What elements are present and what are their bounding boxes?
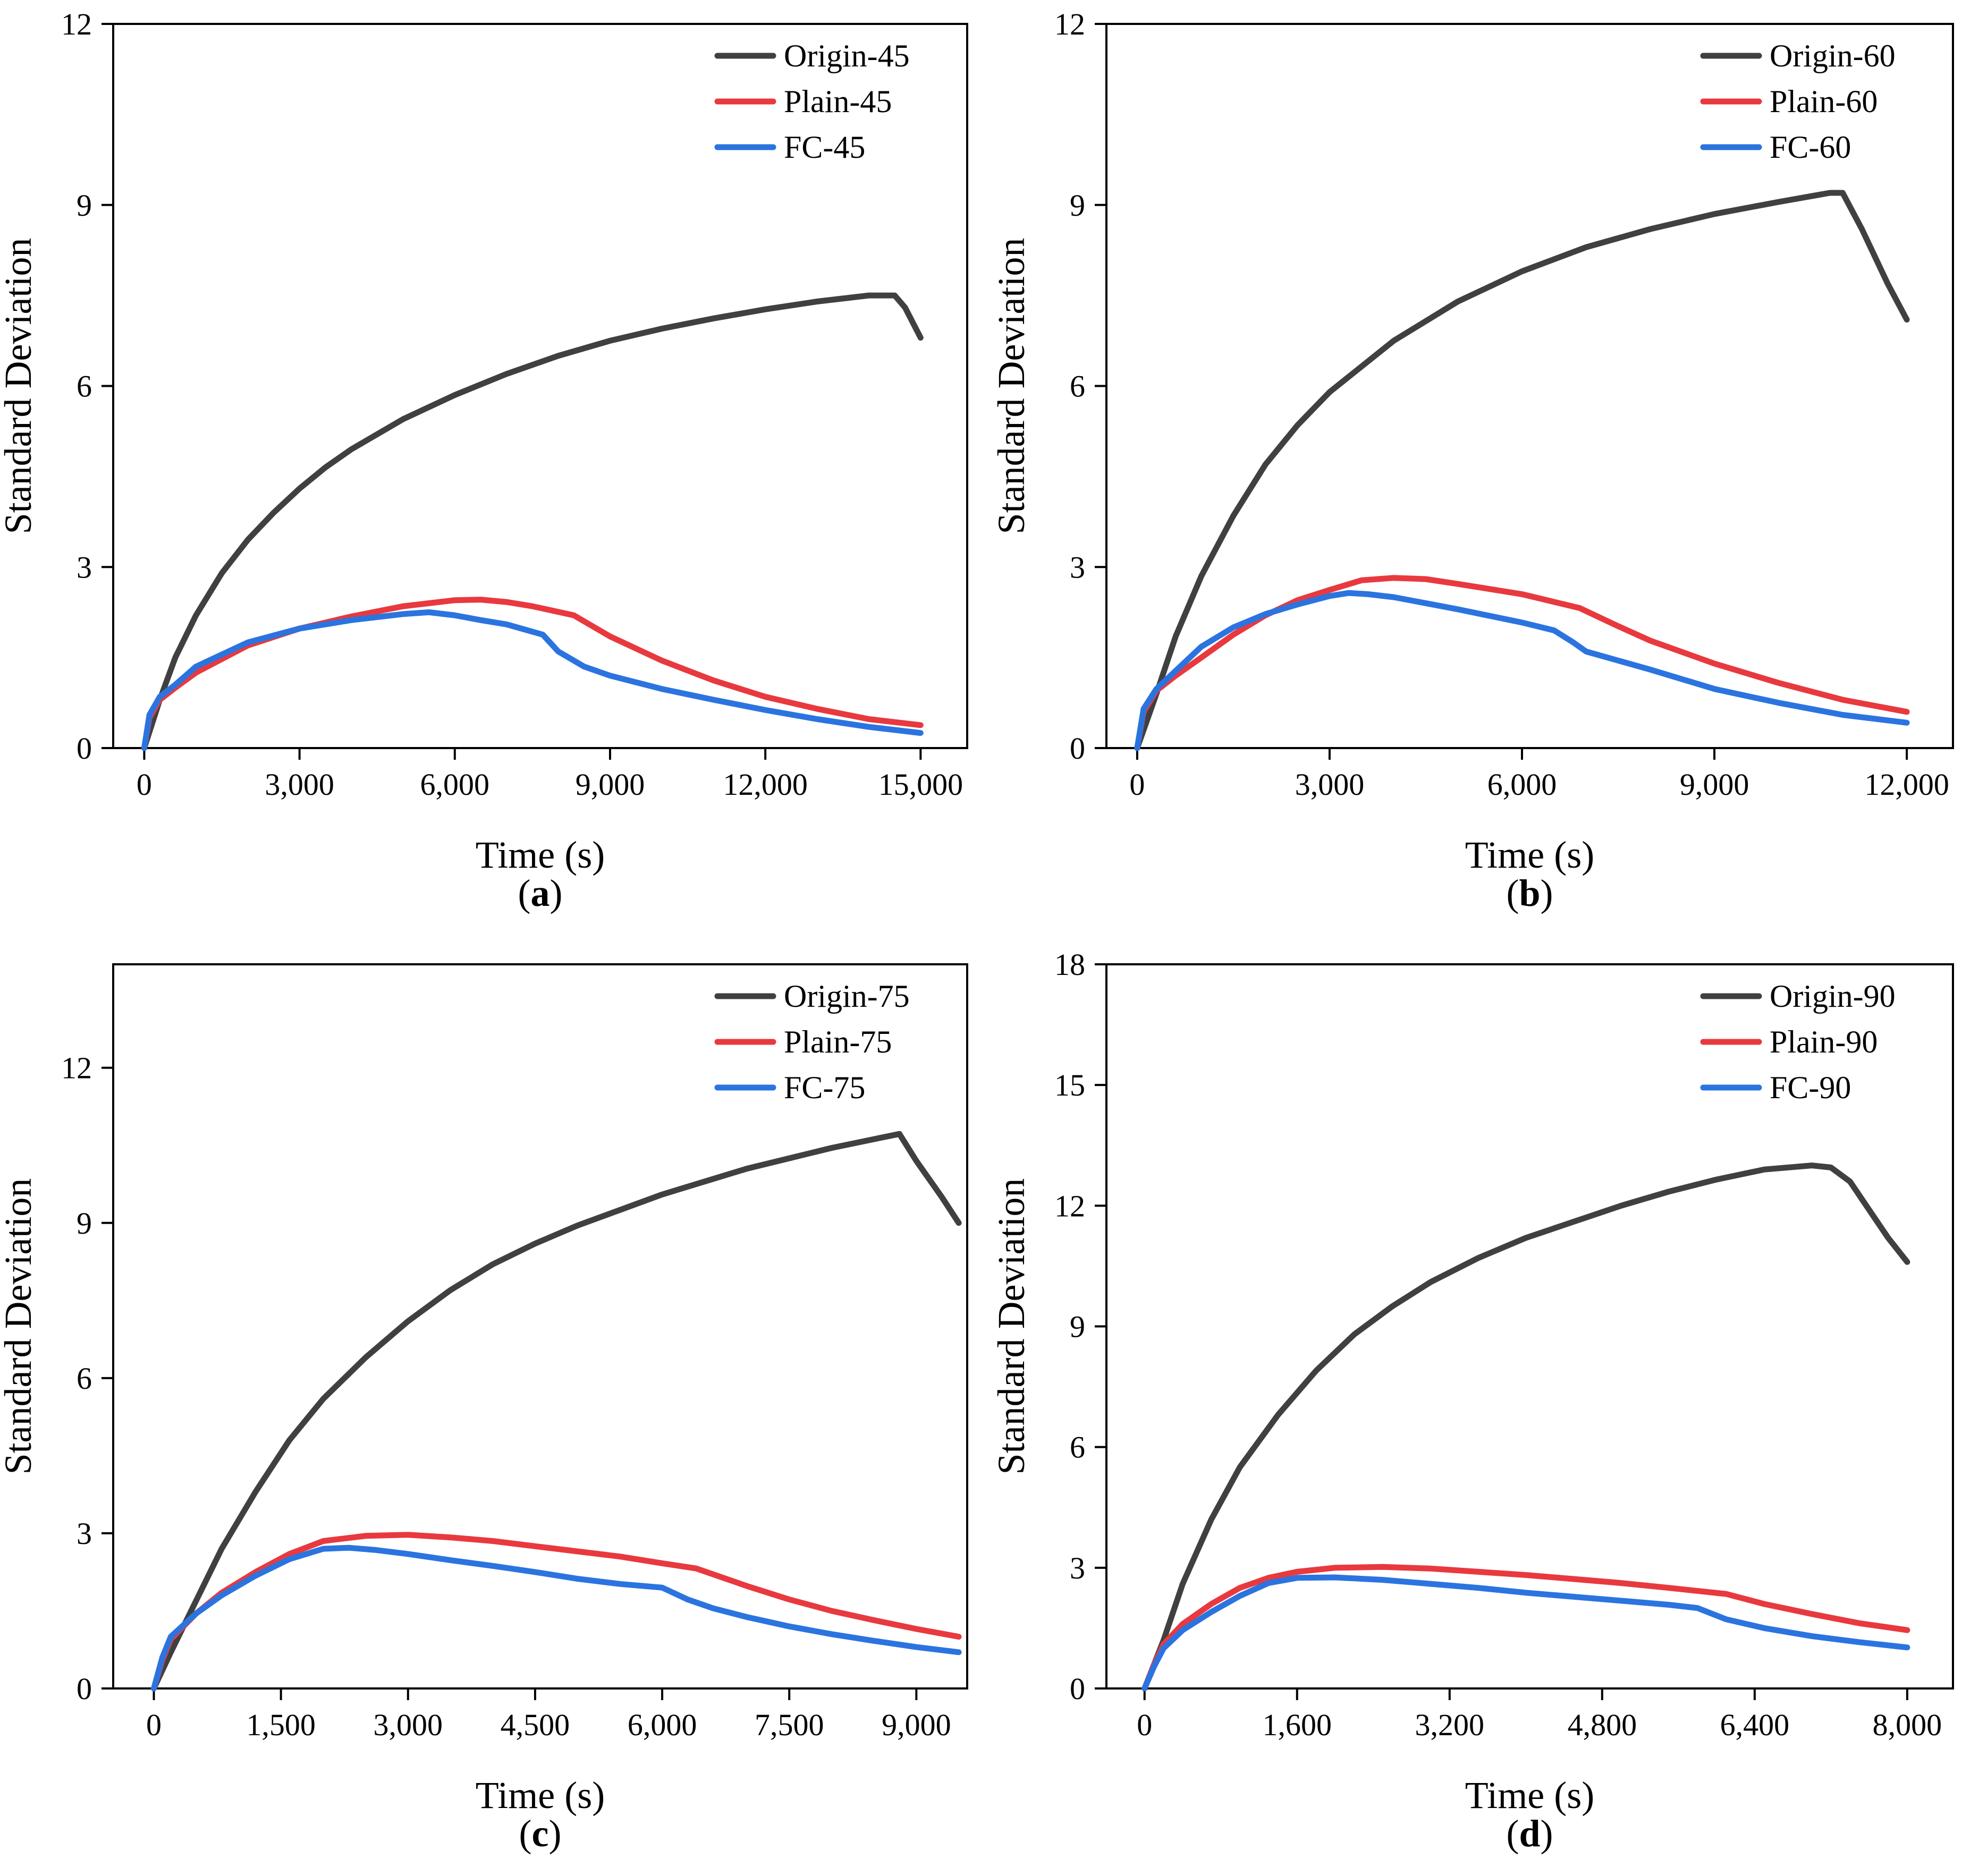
y-tick-label: 0 — [77, 731, 92, 766]
legend-label: Plain-60 — [1770, 84, 1878, 119]
chart-panel-a: 0 3,000 6,000 9,000 12,000 15,000 0 3 6 9 12 Time (… — [0, 7, 968, 914]
legend-label: FC-90 — [1770, 1070, 1851, 1105]
x-axis-title: Time (s) — [1465, 834, 1594, 876]
series-line-Origin-60 — [1134, 190, 1910, 751]
panel-label-letter: c — [532, 1812, 549, 1855]
x-tick-label: 6,400 — [1720, 1708, 1790, 1742]
legend-label: FC-45 — [784, 130, 865, 165]
x-tick-label: 7,500 — [755, 1708, 824, 1742]
y-tick-label: 3 — [77, 550, 92, 584]
series-line-Plain-60 — [1134, 575, 1910, 751]
series-line-FC-90 — [1141, 1574, 1910, 1692]
series-line-Origin-75 — [151, 1131, 962, 1692]
panel-label: (c) — [519, 1812, 562, 1855]
x-tick-label: 0 — [146, 1708, 162, 1742]
x-tick-label: 12,000 — [1864, 767, 1949, 802]
x-tick-label: 4,800 — [1568, 1708, 1637, 1742]
x-axis-title: Time (s) — [476, 1774, 605, 1816]
y-tick-label: 18 — [1054, 947, 1085, 982]
x-tick-label: 3,000 — [265, 767, 334, 802]
x-axis-title: Time (s) — [1465, 1774, 1594, 1816]
series-line-Origin-45 — [141, 292, 924, 751]
x-tick-label: 6,000 — [420, 767, 490, 802]
y-tick-label: 6 — [1070, 1430, 1085, 1465]
y-tick-label: 3 — [1070, 1551, 1085, 1585]
x-axis-title: Time (s) — [476, 834, 605, 876]
y-tick-label: 0 — [1070, 731, 1085, 766]
x-tick-label: 15,000 — [878, 767, 963, 802]
x-tick-label: 1,500 — [246, 1708, 316, 1742]
y-tick-label: 9 — [77, 1206, 92, 1241]
legend-label: Plain-75 — [784, 1024, 892, 1059]
legend-label: Plain-45 — [784, 84, 892, 119]
legend-label: FC-75 — [784, 1070, 865, 1105]
x-tick-label: 12,000 — [723, 767, 808, 802]
y-axis-title: Standard Deviation — [0, 1178, 39, 1475]
panel-label-letter: a — [531, 872, 550, 914]
panel-label: (b) — [1506, 872, 1553, 914]
x-tick-label: 3,200 — [1415, 1708, 1485, 1742]
series-line-FC-45 — [141, 609, 924, 751]
x-tick-label: 4,500 — [501, 1708, 570, 1742]
series-line-Plain-45 — [141, 597, 924, 751]
series-line-FC-75 — [151, 1544, 962, 1692]
y-tick-label: 6 — [77, 369, 92, 404]
series-line-Origin-90 — [1141, 1162, 1910, 1692]
x-tick-label: 3,000 — [1295, 767, 1365, 802]
y-tick-label: 12 — [1054, 1189, 1085, 1223]
legend-label: Origin-90 — [1770, 979, 1896, 1014]
y-axis-title: Standard Deviation — [990, 1178, 1033, 1475]
legend-label: Origin-45 — [784, 38, 910, 73]
plot-frame — [112, 963, 968, 1690]
y-tick-label: 0 — [77, 1671, 92, 1706]
y-axis-title: Standard Deviation — [0, 238, 39, 534]
x-tick-label: 0 — [1129, 767, 1145, 802]
panel-label: (d) — [1506, 1812, 1553, 1855]
y-tick-label: 6 — [1070, 369, 1085, 404]
x-tick-label: 9,000 — [1680, 767, 1749, 802]
series-line-Plain-75 — [151, 1532, 962, 1692]
y-tick-label: 3 — [1070, 550, 1085, 584]
panel-label: (a) — [518, 872, 563, 914]
chart-panel-d: 0 1,600 3,200 4,800 6,400 8,000 0 3 6 9 12 15 18 Time… — [990, 947, 1954, 1855]
panel-label-letter: d — [1519, 1812, 1540, 1855]
x-tick-label: 9,000 — [576, 767, 645, 802]
x-tick-label: 0 — [1137, 1708, 1152, 1742]
x-tick-label: 3,000 — [374, 1708, 443, 1742]
chart-panel-b: 0 3,000 6,000 9,000 12,000 0 3 6 9 12 Time (s) Stan… — [990, 7, 1954, 914]
x-tick-label: 1,600 — [1263, 1708, 1332, 1742]
y-tick-label: 12 — [61, 1051, 92, 1085]
legend-label: Origin-75 — [784, 979, 910, 1014]
x-tick-label: 6,000 — [1487, 767, 1557, 802]
series-line-FC-60 — [1134, 590, 1910, 751]
y-tick-label: 6 — [77, 1361, 92, 1396]
legend-label: Origin-60 — [1770, 38, 1896, 73]
x-tick-label: 9,000 — [882, 1708, 951, 1742]
series-line-Plain-90 — [1141, 1564, 1910, 1692]
y-tick-label: 9 — [77, 188, 92, 223]
y-tick-label: 0 — [1070, 1671, 1085, 1706]
y-tick-label: 3 — [77, 1516, 92, 1551]
legend-label: Plain-90 — [1770, 1024, 1878, 1059]
y-tick-label: 12 — [1054, 7, 1085, 41]
x-tick-label: 0 — [137, 767, 152, 802]
panel-label-letter: b — [1519, 872, 1540, 914]
y-axis-title: Standard Deviation — [990, 238, 1033, 534]
x-tick-label: 6,000 — [628, 1708, 697, 1742]
y-tick-label: 9 — [1070, 1310, 1085, 1344]
y-tick-label: 9 — [1070, 188, 1085, 223]
chart-panel-c: 0 1,500 3,000 4,500 6,000 7,500 9,000 0 3 6 9 12 Tim… — [0, 963, 968, 1855]
legend-label: FC-60 — [1770, 130, 1851, 165]
y-tick-label: 15 — [1054, 1068, 1085, 1102]
y-tick-label: 12 — [61, 7, 92, 41]
x-tick-label: 8,000 — [1873, 1708, 1942, 1742]
